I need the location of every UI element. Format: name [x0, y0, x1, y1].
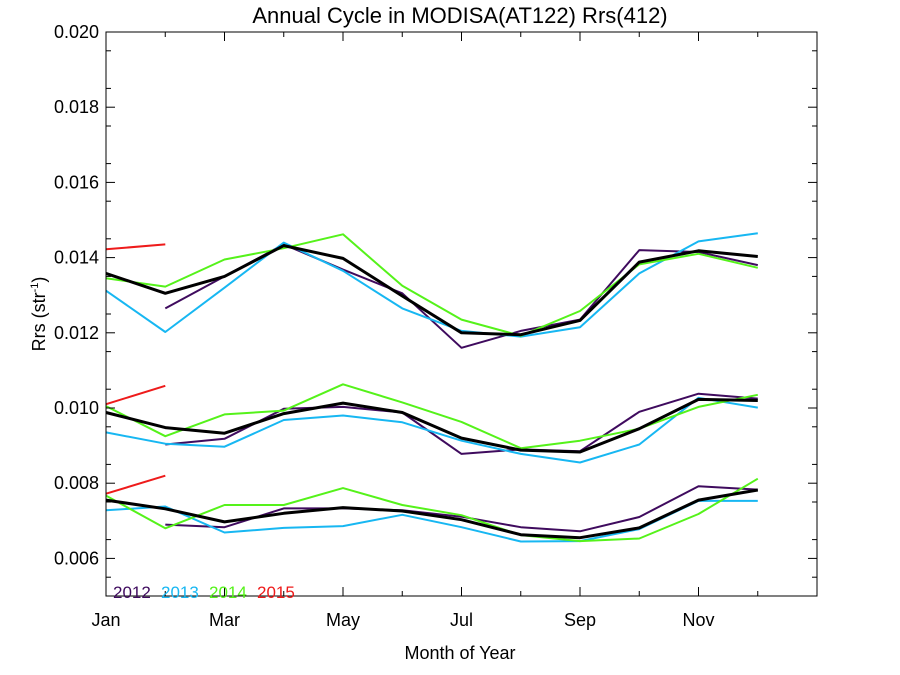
y-axis-label-close: )	[29, 277, 49, 283]
y-tick-labels: 0.006 0.008 0.010 0.012 0.014 0.016 0.018 0.020	[54, 22, 99, 568]
series-2014-lower-line	[105, 477, 759, 543]
legend-item-2012: 2012	[113, 583, 151, 602]
y-axis-label: Rrs (str-1)	[29, 277, 49, 352]
x-tick-labels: Jan Mar May Jul Sep Nov	[91, 610, 714, 630]
x-tick-label: Sep	[564, 610, 596, 630]
y-axis-label-text: Rrs (str	[29, 292, 49, 351]
y-tick-label: 0.018	[54, 97, 99, 117]
legend-item-2014: 2014	[209, 583, 247, 602]
legend: 2012 2013 2014 2015	[113, 583, 295, 602]
x-axis-label: Month of Year	[404, 643, 515, 663]
series-mean-middle-line	[105, 397, 758, 454]
series-2013-upper-line	[105, 232, 758, 338]
axis-ticks	[105, 31, 818, 596]
y-tick-label: 0.012	[54, 323, 99, 343]
y-tick-label: 0.014	[54, 248, 99, 268]
legend-item-2015: 2015	[257, 583, 295, 602]
y-tick-label: 0.016	[54, 172, 99, 192]
series-2012-lower-line	[165, 485, 758, 533]
x-tick-label: Jan	[91, 610, 120, 630]
plot-frame	[105, 31, 818, 597]
series-2015-middle-line	[105, 384, 166, 406]
x-tick-label: Jul	[450, 610, 473, 630]
series-2015-lower-line	[105, 474, 166, 495]
chart-title: Annual Cycle in MODISA(AT122) Rrs(412)	[252, 3, 667, 28]
x-tick-label: Mar	[209, 610, 240, 630]
series-mean-upper-line	[105, 244, 758, 337]
y-tick-label: 0.020	[54, 22, 99, 42]
legend-item-2013: 2013	[161, 583, 199, 602]
series-2013-middle-line	[105, 396, 758, 464]
y-axis-label-superscript: -1	[29, 283, 41, 293]
series-2015-upper-line	[105, 243, 166, 251]
series-mean-lower-line	[105, 488, 759, 540]
y-tick-label: 0.010	[54, 398, 99, 418]
y-tick-label: 0.008	[54, 473, 99, 493]
plot-lines	[105, 232, 759, 543]
x-tick-label: Nov	[682, 610, 714, 630]
series-2014-upper-line	[105, 233, 759, 337]
y-tick-label: 0.006	[54, 548, 99, 568]
series-2014-middle-line	[105, 383, 758, 450]
x-tick-label: May	[326, 610, 360, 630]
